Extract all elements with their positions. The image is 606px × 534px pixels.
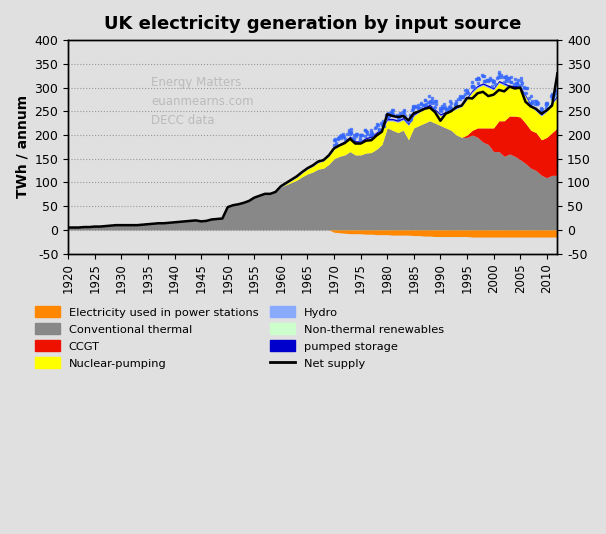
Y-axis label: TWh / annum: TWh / annum	[15, 95, 29, 199]
Legend: Electricity used in power stations, Conventional thermal, CCGT, Nuclear-pumping,: Electricity used in power stations, Conv…	[35, 307, 444, 368]
Title: UK electricity generation by input source: UK electricity generation by input sourc…	[104, 15, 522, 33]
Text: Energy Matters
euanmearns.com
DECC data: Energy Matters euanmearns.com DECC data	[152, 76, 254, 128]
